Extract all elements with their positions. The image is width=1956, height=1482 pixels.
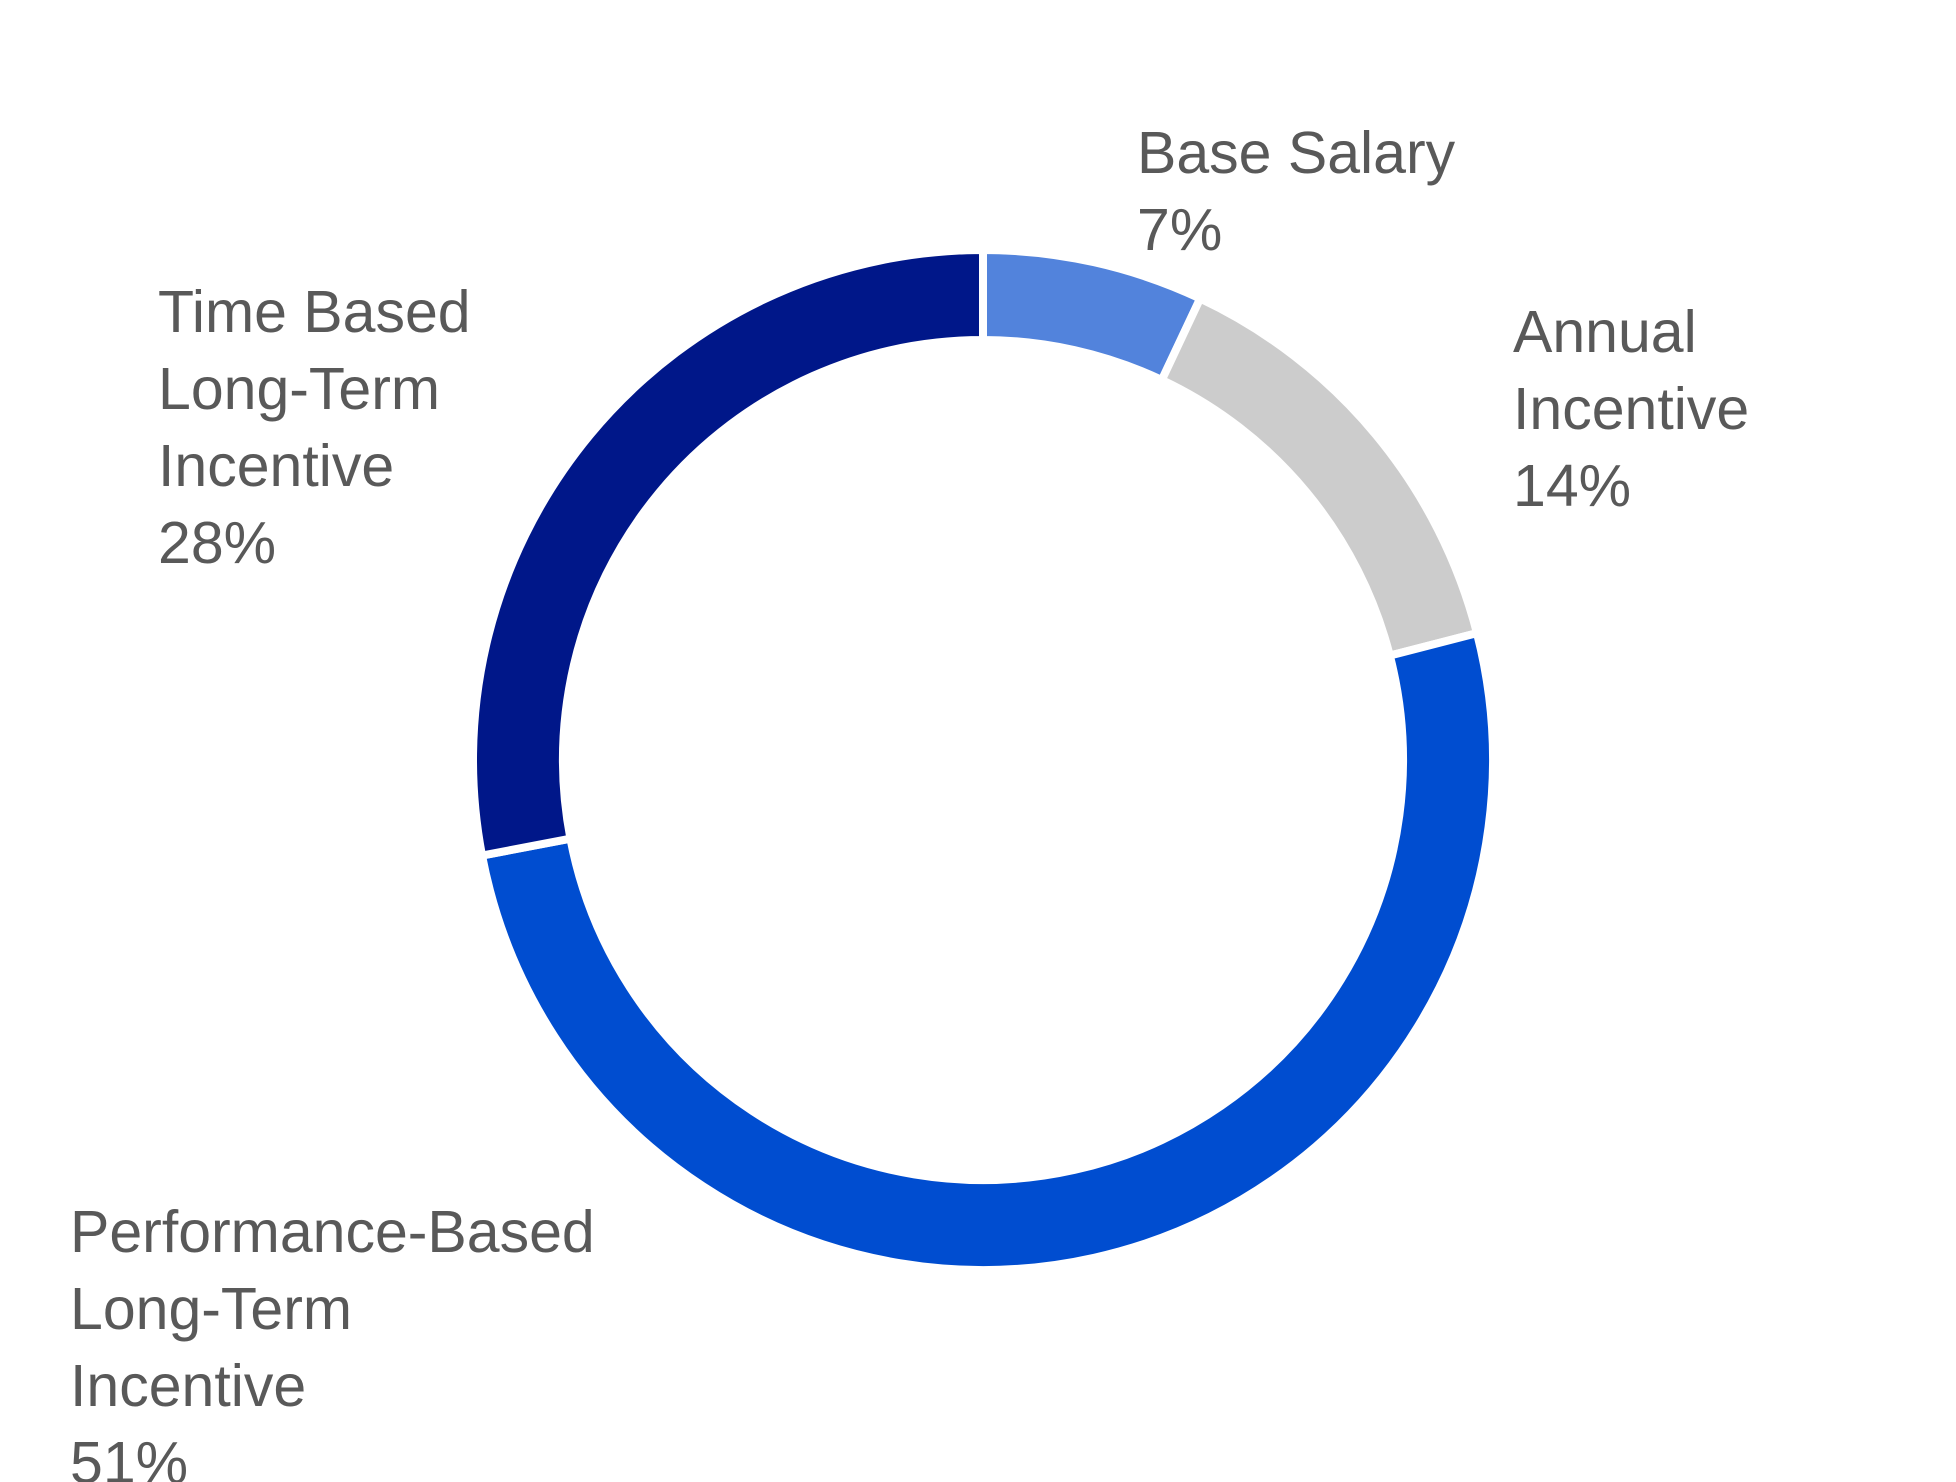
label-time-based-long-term-incentive: Time Based Long-Term Incentive 28% [158,279,471,576]
slice-value-label: 14% [1513,453,1631,519]
slice-time-based-long-term-incentive [469,245,987,861]
slice-name-line: Base Salary [1137,120,1456,186]
slice-value-label: 28% [158,510,276,576]
slice-value-label: 51% [70,1430,188,1482]
slice-name-line: Incentive [1513,376,1749,442]
slice-labels: Base Salary 7% Annual Incentive 14% Performan… [70,120,1749,1482]
slice-name-line: Long-Term [70,1276,352,1342]
slice-name-line: Incentive [158,433,394,499]
slice-name-line: Time Based [158,279,471,345]
slice-name-line: Long-Term [158,356,440,422]
donut-slices [469,245,1497,1274]
slice-name-line: Incentive [70,1353,306,1419]
slice-performance-based-long-term-incentive [477,628,1497,1274]
label-annual-incentive: Annual Incentive 14% [1513,299,1749,519]
slice-annual-incentive [1156,293,1482,661]
slice-value-label: 7% [1137,197,1222,263]
slice-name-line: Performance-Based [70,1199,595,1265]
label-base-salary: Base Salary 7% [1137,120,1456,263]
label-performance-based-long-term-incentive: Performance-Based Long-Term Incentive 51% [70,1199,595,1482]
slice-name-line: Annual [1513,299,1697,365]
